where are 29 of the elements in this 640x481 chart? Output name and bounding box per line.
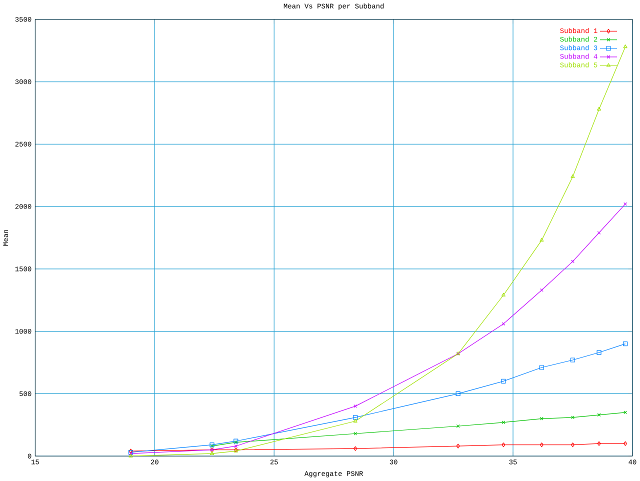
point — [540, 442, 544, 448]
point — [456, 392, 460, 396]
point — [571, 416, 574, 420]
point — [597, 441, 601, 446]
point — [597, 413, 601, 417]
point — [501, 292, 506, 297]
point — [596, 350, 602, 355]
point — [353, 419, 358, 423]
point — [502, 442, 506, 448]
point — [570, 358, 576, 362]
point — [353, 415, 358, 420]
point — [456, 444, 460, 449]
point — [597, 107, 602, 111]
point — [501, 379, 506, 384]
point — [570, 174, 575, 178]
point — [540, 238, 544, 242]
point — [539, 365, 544, 370]
point — [540, 417, 544, 421]
point — [570, 442, 575, 448]
point — [354, 446, 358, 452]
point — [540, 288, 544, 292]
point — [502, 322, 506, 326]
point — [571, 260, 574, 264]
point — [354, 432, 358, 436]
point — [502, 420, 506, 424]
point — [210, 451, 214, 456]
point — [456, 424, 460, 428]
point — [623, 342, 628, 346]
point — [597, 231, 601, 235]
